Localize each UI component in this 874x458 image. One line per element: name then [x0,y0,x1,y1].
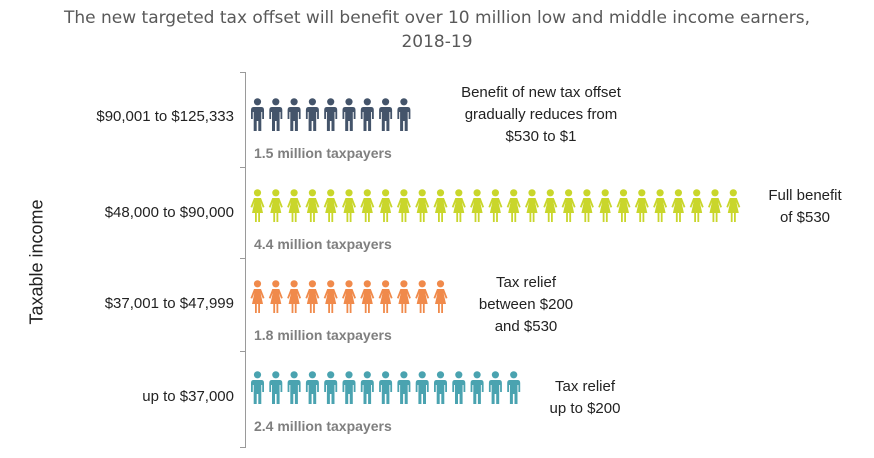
taxpayer-count-label: 4.4 million taxpayers [254,236,392,252]
male-person-icon [379,98,393,131]
benefit-note: Tax relief up to $200 [530,376,640,420]
taxpayer-count-label: 2.4 million taxpayers [254,418,392,434]
benefit-note-line: Tax relief [495,274,557,291]
benefit-note-line: and $530 [494,318,558,335]
benefit-note-line: up to $200 [549,400,621,417]
female-person-icon [525,189,539,222]
male-person-icon [287,98,301,131]
female-person-icon [451,189,466,222]
male-person-icon [324,371,338,404]
category-label: $37,001 to $47,999 [104,295,234,312]
female-person-icon [470,189,485,222]
male-person-icon [488,371,502,404]
female-person-icon [671,189,686,222]
male-person-icon [360,98,374,131]
female-person-icon [378,189,393,222]
male-person-icon [269,371,283,404]
female-person-icon [726,189,741,222]
female-person-icon [323,189,338,222]
male-person-icon [397,371,411,404]
female-person-icon [250,189,265,222]
female-person-icon [305,189,320,222]
female-person-icon [250,280,265,313]
female-person-icon [634,189,649,222]
female-person-icon [268,280,283,313]
female-person-icon [287,189,302,222]
female-person-icon [433,189,448,222]
female-person-icon [342,280,356,313]
male-person-icon [507,371,521,404]
category-label: $90,001 to $125,333 [96,108,234,125]
male-person-icon [470,371,484,404]
female-person-icon [415,189,430,222]
female-person-icon [360,189,375,222]
male-person-icon [397,98,411,131]
taxpayer-count-label: 1.8 million taxpayers [254,327,392,343]
female-person-icon [561,189,576,222]
female-person-icon [689,189,704,222]
male-person-icon [360,371,374,404]
category-label: up to $37,000 [142,388,234,405]
female-person-icon [287,280,302,313]
female-person-icon [598,189,613,222]
y-axis-tick [240,167,246,168]
male-person-icon [251,371,264,404]
female-person-icon [433,280,448,313]
benefit-note-line: $530 to $1 [505,128,577,145]
male-person-icon [379,371,393,404]
benefit-note: Full benefit of $530 [750,185,860,229]
y-axis-tick [240,447,246,448]
category-label: $48,000 to $90,000 [104,204,234,221]
male-person-icon [251,98,264,131]
benefit-note: Benefit of new tax offset gradually redu… [436,82,646,148]
female-person-icon [488,189,503,222]
taxpayer-count-label: 1.5 million taxpayers [254,145,392,161]
female-person-icon [543,189,558,222]
female-person-icon [342,189,356,222]
female-person-icon [396,280,411,313]
y-axis-line [245,72,246,448]
male-person-icon [415,371,429,404]
y-axis-tick [240,72,246,73]
female-person-icon [415,280,430,313]
female-person-icon [579,189,594,222]
female-person-icon [378,280,393,313]
chart-title-line: The new targeted tax offset will benefit… [63,8,811,28]
benefit-note-line: Tax relief [554,378,616,395]
male-person-icon [305,98,319,131]
female-person-icon [653,189,668,222]
male-person-icon [324,98,338,131]
benefit-note-line: gradually reduces from [464,106,618,123]
male-person-icon [342,371,356,404]
benefit-note-line: Full benefit [768,187,842,204]
female-person-icon [360,280,375,313]
male-person-icon [305,371,319,404]
male-person-icon [342,98,356,131]
male-person-icon [434,371,447,404]
male-person-icon [287,371,301,404]
benefit-note-line: between $200 [478,296,574,313]
female-person-icon [268,189,283,222]
chart-title: The new targeted tax offset will benefit… [0,6,874,54]
y-axis-tick [240,258,246,259]
chart-subtitle: 2018-19 [401,32,473,52]
benefit-note-line: of $530 [779,209,831,226]
female-person-icon [708,189,722,222]
benefit-note-line: Benefit of new tax offset [461,84,621,101]
female-person-icon [506,189,521,222]
female-person-icon [305,280,320,313]
benefit-note: Tax relief between $200 and $530 [466,272,586,338]
y-axis-tick [240,351,246,352]
female-person-icon [616,189,631,222]
male-person-icon [269,98,283,131]
female-person-icon [396,189,411,222]
male-person-icon [452,371,466,404]
female-person-icon [323,280,338,313]
